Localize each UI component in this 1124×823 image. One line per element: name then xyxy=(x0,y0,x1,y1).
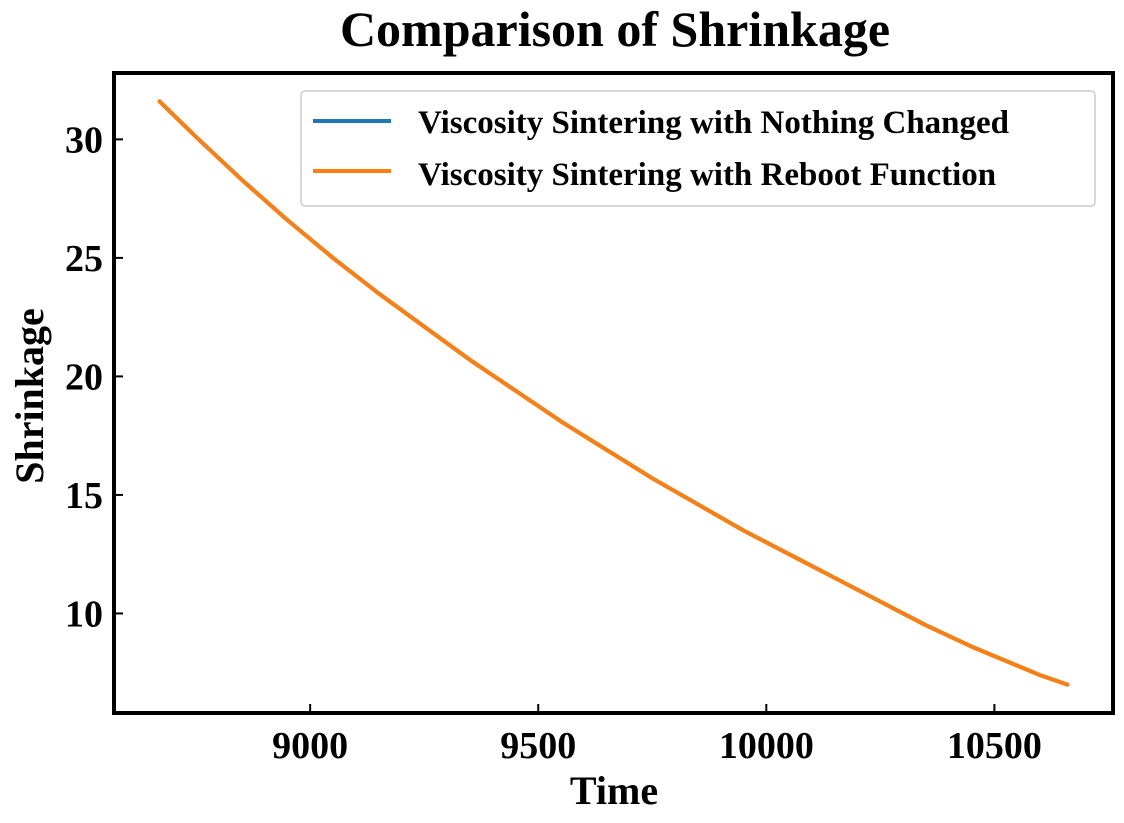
plot-frame xyxy=(112,71,1115,715)
legend-box xyxy=(300,90,1096,207)
legend: Viscosity Sintering with Nothing Changed… xyxy=(300,90,1096,207)
x-axis: 9000 9500 10000 10500 xyxy=(272,704,1042,767)
y-tick-label: 10 xyxy=(65,593,103,635)
series-line-1 xyxy=(157,99,1070,687)
x-tick-label: 9500 xyxy=(500,725,576,767)
y-axis: 10 15 20 25 30 xyxy=(65,119,123,635)
y-tick-label: 20 xyxy=(65,356,103,398)
y-tick-label: 25 xyxy=(65,238,103,280)
chart-title: Comparison of Shrinkage xyxy=(340,1,890,57)
y-axis-label: Shrinkage xyxy=(7,308,52,484)
y-tick-label: 30 xyxy=(65,119,103,161)
y-tick-label: 15 xyxy=(65,475,103,517)
plot-lines xyxy=(157,99,1070,687)
legend-label-nothing-changed: Viscosity Sintering with Nothing Changed xyxy=(418,105,1009,141)
x-tick-label: 10000 xyxy=(719,725,814,767)
x-tick-label: 9000 xyxy=(272,725,348,767)
x-tick-label: 10500 xyxy=(947,725,1042,767)
legend-label-reboot-function: Viscosity Sintering with Reboot Function xyxy=(418,157,996,193)
x-axis-label: Time xyxy=(570,768,658,813)
